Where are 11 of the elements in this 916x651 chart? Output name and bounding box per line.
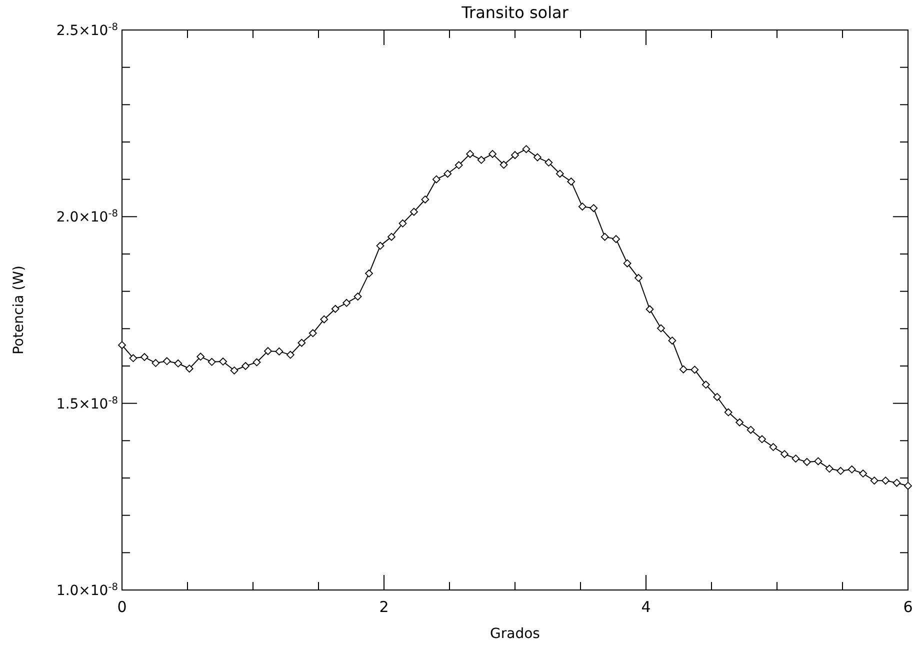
y-tick-label: 2.5×10$^{-8}$: [56, 22, 118, 39]
x-axis-title: Grados: [490, 626, 540, 642]
x-tick-label: 2: [379, 598, 389, 616]
y-tick-label: 1.0×10$^{-8}$: [56, 582, 118, 599]
y-tick-label: 2.0×10$^{-8}$: [56, 208, 118, 226]
chart-title: Transito solar: [460, 3, 569, 22]
y-axis-title: Potencia (W): [11, 266, 27, 354]
x-tick-label: 4: [641, 598, 651, 616]
x-tick-label: 6: [903, 598, 913, 616]
x-tick-label: 0: [117, 598, 127, 616]
y-tick-label: 1.5×10$^{-8}$: [56, 394, 118, 412]
